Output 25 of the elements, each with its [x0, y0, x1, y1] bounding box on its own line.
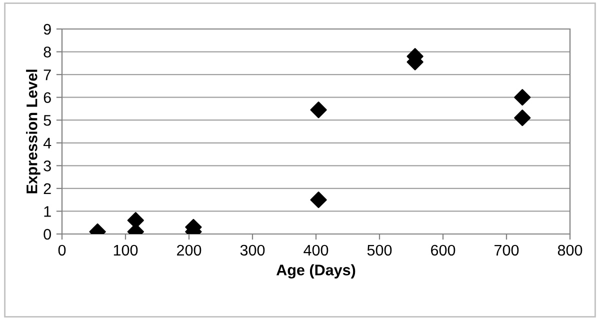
x-tick-label: 800: [558, 244, 582, 256]
y-tick-label: 9: [44, 24, 51, 35]
point: [310, 102, 327, 118]
x-tick-label: 100: [114, 244, 138, 256]
y-tick-label: 4: [43, 138, 52, 148]
point: [514, 89, 531, 106]
y-tick-label: 0: [44, 228, 51, 240]
x-tick-label: 0: [58, 244, 66, 256]
x-axis-title: Age (Days): [276, 264, 356, 279]
y-tick-label: 7: [44, 70, 51, 80]
x-tick-label: 500: [367, 244, 392, 256]
x-tick-label: 200: [177, 244, 202, 256]
x-tick-label: 700: [494, 244, 519, 256]
y-tick-label: 1: [44, 206, 51, 217]
x-tick-label: 300: [240, 244, 265, 256]
y-tick-label: 2: [44, 183, 51, 194]
point: [514, 110, 531, 126]
x-tick-label: 400: [304, 244, 328, 256]
y-tick-label: 8: [44, 46, 51, 58]
x-tick-label: 600: [431, 244, 456, 256]
point: [310, 192, 327, 208]
y-axis-title: Expression Level: [26, 70, 40, 194]
y-tick-label: 6: [44, 92, 51, 104]
y-tick-label: 3: [44, 160, 51, 172]
y-tick-label: 5: [44, 115, 51, 126]
